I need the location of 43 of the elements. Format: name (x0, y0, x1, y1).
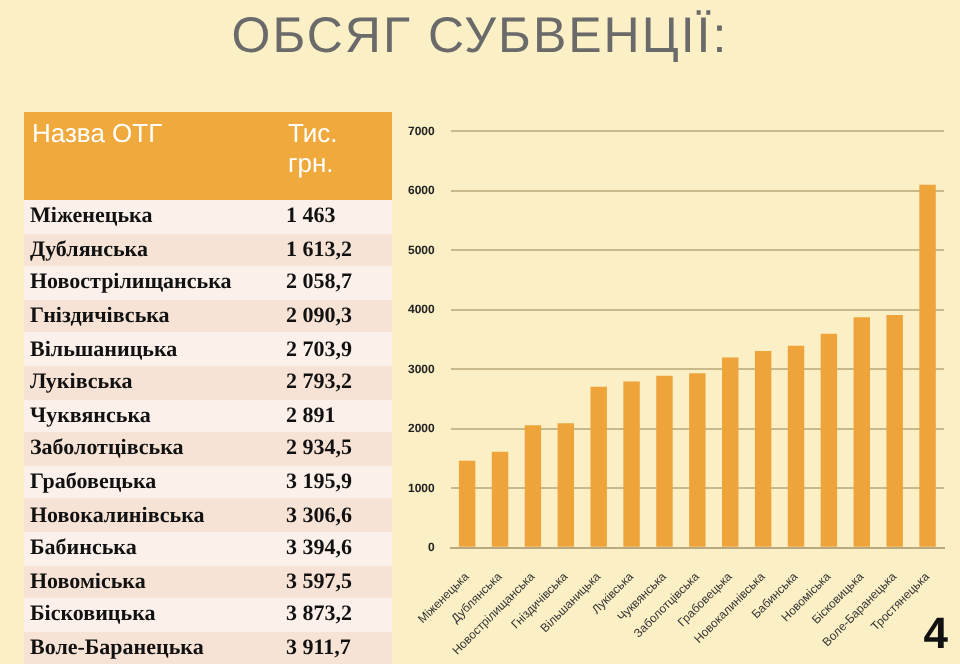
bar (820, 333, 838, 547)
bar (722, 357, 739, 547)
text: Бабинська (24, 531, 280, 566)
text: Заболотцівська (24, 432, 280, 466)
text: Грабовецька (24, 465, 280, 499)
bar (919, 184, 936, 547)
text: Гніздичівська (24, 299, 280, 333)
text: 3 394,6 (280, 531, 392, 566)
text: Дублянська (24, 233, 280, 267)
text: Назва ОТГ (24, 112, 280, 200)
text: 3 911,7 (280, 631, 392, 664)
bar (623, 381, 640, 547)
text: Вільшаницька (24, 332, 280, 366)
text: 3 873,2 (280, 598, 392, 632)
text: Луківська (24, 365, 280, 400)
bar (853, 317, 870, 547)
text: 2 058,7 (280, 266, 392, 300)
text: 1 463 (280, 200, 392, 234)
bar (886, 314, 903, 547)
bar (754, 350, 772, 547)
text: Новострілищанська (24, 266, 280, 300)
text: 3 195,9 (280, 465, 392, 499)
bar (590, 386, 607, 547)
bar (689, 373, 706, 547)
text: Чуквянська (24, 399, 280, 433)
bar (491, 451, 509, 547)
text: 1 613,2 (280, 233, 392, 267)
text: 2 934,5 (280, 432, 392, 466)
bar (557, 423, 575, 547)
text: 2 090,3 (280, 299, 392, 333)
text: Міженецька (24, 200, 280, 234)
text: Тис. грн. (280, 112, 392, 200)
text: 3 306,6 (280, 498, 392, 532)
text: 3 597,5 (280, 565, 392, 599)
bar (524, 425, 542, 547)
text: 2 793,2 (280, 365, 392, 400)
chart-title: ОБСЯГ СУБВЕНЦІЇ: (229, 8, 731, 66)
bar (787, 345, 805, 547)
text: 2 703,9 (280, 332, 392, 366)
text: Новокалинівська (24, 498, 280, 532)
bar (656, 375, 673, 547)
text: 2 891 (280, 399, 392, 433)
bar (458, 460, 476, 547)
